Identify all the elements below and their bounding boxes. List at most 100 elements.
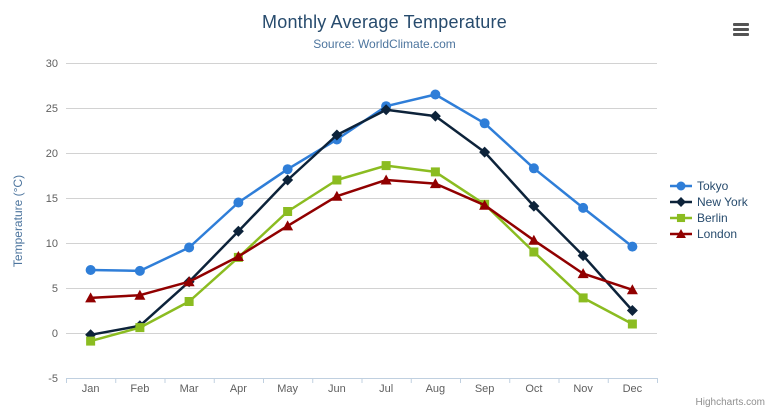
data-point-marker[interactable] (380, 174, 392, 185)
data-point-marker[interactable] (676, 181, 686, 191)
legend-marker-square-icon (670, 213, 692, 223)
data-point-marker[interactable] (626, 305, 638, 316)
data-point-marker[interactable] (577, 250, 589, 262)
x-tick-label: May (277, 383, 298, 395)
data-point-marker[interactable] (86, 336, 96, 346)
legend-item-tokyo[interactable]: Tokyo (670, 178, 748, 194)
x-tick-label: Mar (180, 383, 199, 395)
data-point-marker[interactable] (577, 268, 589, 279)
data-point-marker[interactable] (429, 110, 441, 122)
series-line-berlin[interactable] (89, 164, 634, 343)
data-point-marker[interactable] (332, 175, 342, 185)
x-tick-label: Jan (82, 383, 100, 395)
data-point-marker[interactable] (529, 247, 539, 257)
x-tick-label: Nov (573, 383, 593, 395)
chart-title: Monthly Average Temperature (262, 12, 507, 32)
series-line-london[interactable] (89, 178, 634, 300)
data-point-marker[interactable] (626, 284, 638, 295)
y-tick-label: 15 (46, 193, 58, 205)
data-point-marker[interactable] (479, 118, 490, 129)
data-point-marker[interactable] (134, 265, 145, 276)
y-axis-labels: -5 0 5 10 15 20 25 30 (46, 58, 58, 385)
burger-bar (733, 33, 749, 36)
burger-bar (733, 23, 749, 26)
data-point-marker[interactable] (528, 200, 540, 212)
data-point-marker[interactable] (283, 207, 293, 216)
burger-bar (733, 28, 749, 31)
data-point-marker[interactable] (134, 289, 146, 300)
data-point-marker[interactable] (282, 220, 294, 231)
data-point-marker[interactable] (430, 89, 441, 100)
data-point-marker[interactable] (381, 161, 391, 171)
gridlines (66, 63, 657, 379)
legend-item-berlin[interactable]: Berlin (670, 210, 748, 226)
y-tick-label: 0 (52, 328, 58, 340)
x-tick-label: Feb (130, 383, 149, 395)
x-tick-label: Apr (230, 383, 247, 395)
data-point-marker[interactable] (627, 319, 637, 329)
series-new-york[interactable] (85, 104, 638, 341)
x-tick-label: Dec (623, 383, 643, 395)
y-tick-label: 25 (46, 103, 58, 115)
legend-label: Tokyo (697, 179, 729, 193)
data-point-marker[interactable] (331, 129, 343, 141)
data-point-marker[interactable] (528, 234, 540, 245)
data-point-marker[interactable] (184, 297, 194, 306)
legend-marker-triangle-icon (670, 229, 692, 239)
context-menu-icon[interactable] (731, 21, 751, 38)
data-point-marker[interactable] (429, 178, 441, 189)
y-axis-title: Temperature (°C) (11, 175, 25, 267)
legend-label: New York (697, 195, 748, 209)
data-point-marker[interactable] (233, 197, 244, 208)
x-axis (66, 378, 658, 383)
data-point-marker[interactable] (232, 225, 244, 237)
series-line-new-york[interactable] (89, 108, 634, 337)
x-tick-label: Jun (328, 383, 346, 395)
legend-label: London (697, 227, 738, 241)
y-tick-label: 30 (46, 58, 58, 70)
series-london[interactable] (85, 174, 638, 303)
data-point-marker[interactable] (430, 167, 440, 177)
data-point-marker[interactable] (676, 197, 686, 207)
data-point-marker[interactable] (282, 164, 293, 175)
legend-marker-circle-icon (670, 181, 692, 191)
y-tick-label: 5 (52, 283, 58, 295)
x-tick-label: Oct (525, 383, 542, 395)
legend: Tokyo New York Berlin London (670, 178, 748, 242)
x-tick-label: Jul (379, 383, 393, 395)
data-point-marker[interactable] (578, 293, 588, 303)
data-point-marker[interactable] (676, 229, 686, 239)
data-point-marker[interactable] (380, 104, 392, 116)
chart-subtitle: Source: WorldClimate.com (313, 37, 456, 51)
series-group (85, 89, 638, 346)
data-point-marker[interactable] (479, 146, 491, 158)
x-tick-label: Sep (475, 383, 495, 395)
y-tick-label: 20 (46, 148, 58, 160)
credits-link[interactable]: Highcharts.com (695, 397, 765, 408)
data-point-marker[interactable] (232, 251, 244, 261)
data-point-marker[interactable] (627, 241, 638, 252)
x-axis-labels: Jan Feb Mar Apr May Jun Jul Aug Sep Oct Nov Dec (82, 383, 643, 395)
data-point-marker[interactable] (183, 276, 195, 287)
y-tick-label: 10 (46, 238, 58, 250)
data-point-marker[interactable] (135, 323, 145, 333)
data-point-marker[interactable] (85, 265, 96, 275)
y-tick-label: -5 (48, 373, 58, 385)
data-point-marker[interactable] (331, 190, 343, 201)
data-point-marker[interactable] (528, 163, 539, 174)
series-tokyo[interactable] (85, 89, 638, 276)
series-line-tokyo[interactable] (89, 93, 634, 273)
data-point-marker[interactable] (184, 242, 195, 253)
legend-item-london[interactable]: London (670, 226, 748, 242)
data-point-marker[interactable] (282, 174, 294, 186)
data-point-marker[interactable] (479, 199, 491, 210)
data-point-marker[interactable] (578, 202, 589, 213)
legend-label: Berlin (697, 211, 728, 225)
legend-item-new-york[interactable]: New York (670, 194, 748, 210)
x-tick-label: Aug (426, 383, 446, 395)
data-point-marker[interactable] (85, 292, 97, 303)
data-point-marker[interactable] (676, 213, 686, 223)
legend-marker-diamond-icon (670, 197, 692, 207)
